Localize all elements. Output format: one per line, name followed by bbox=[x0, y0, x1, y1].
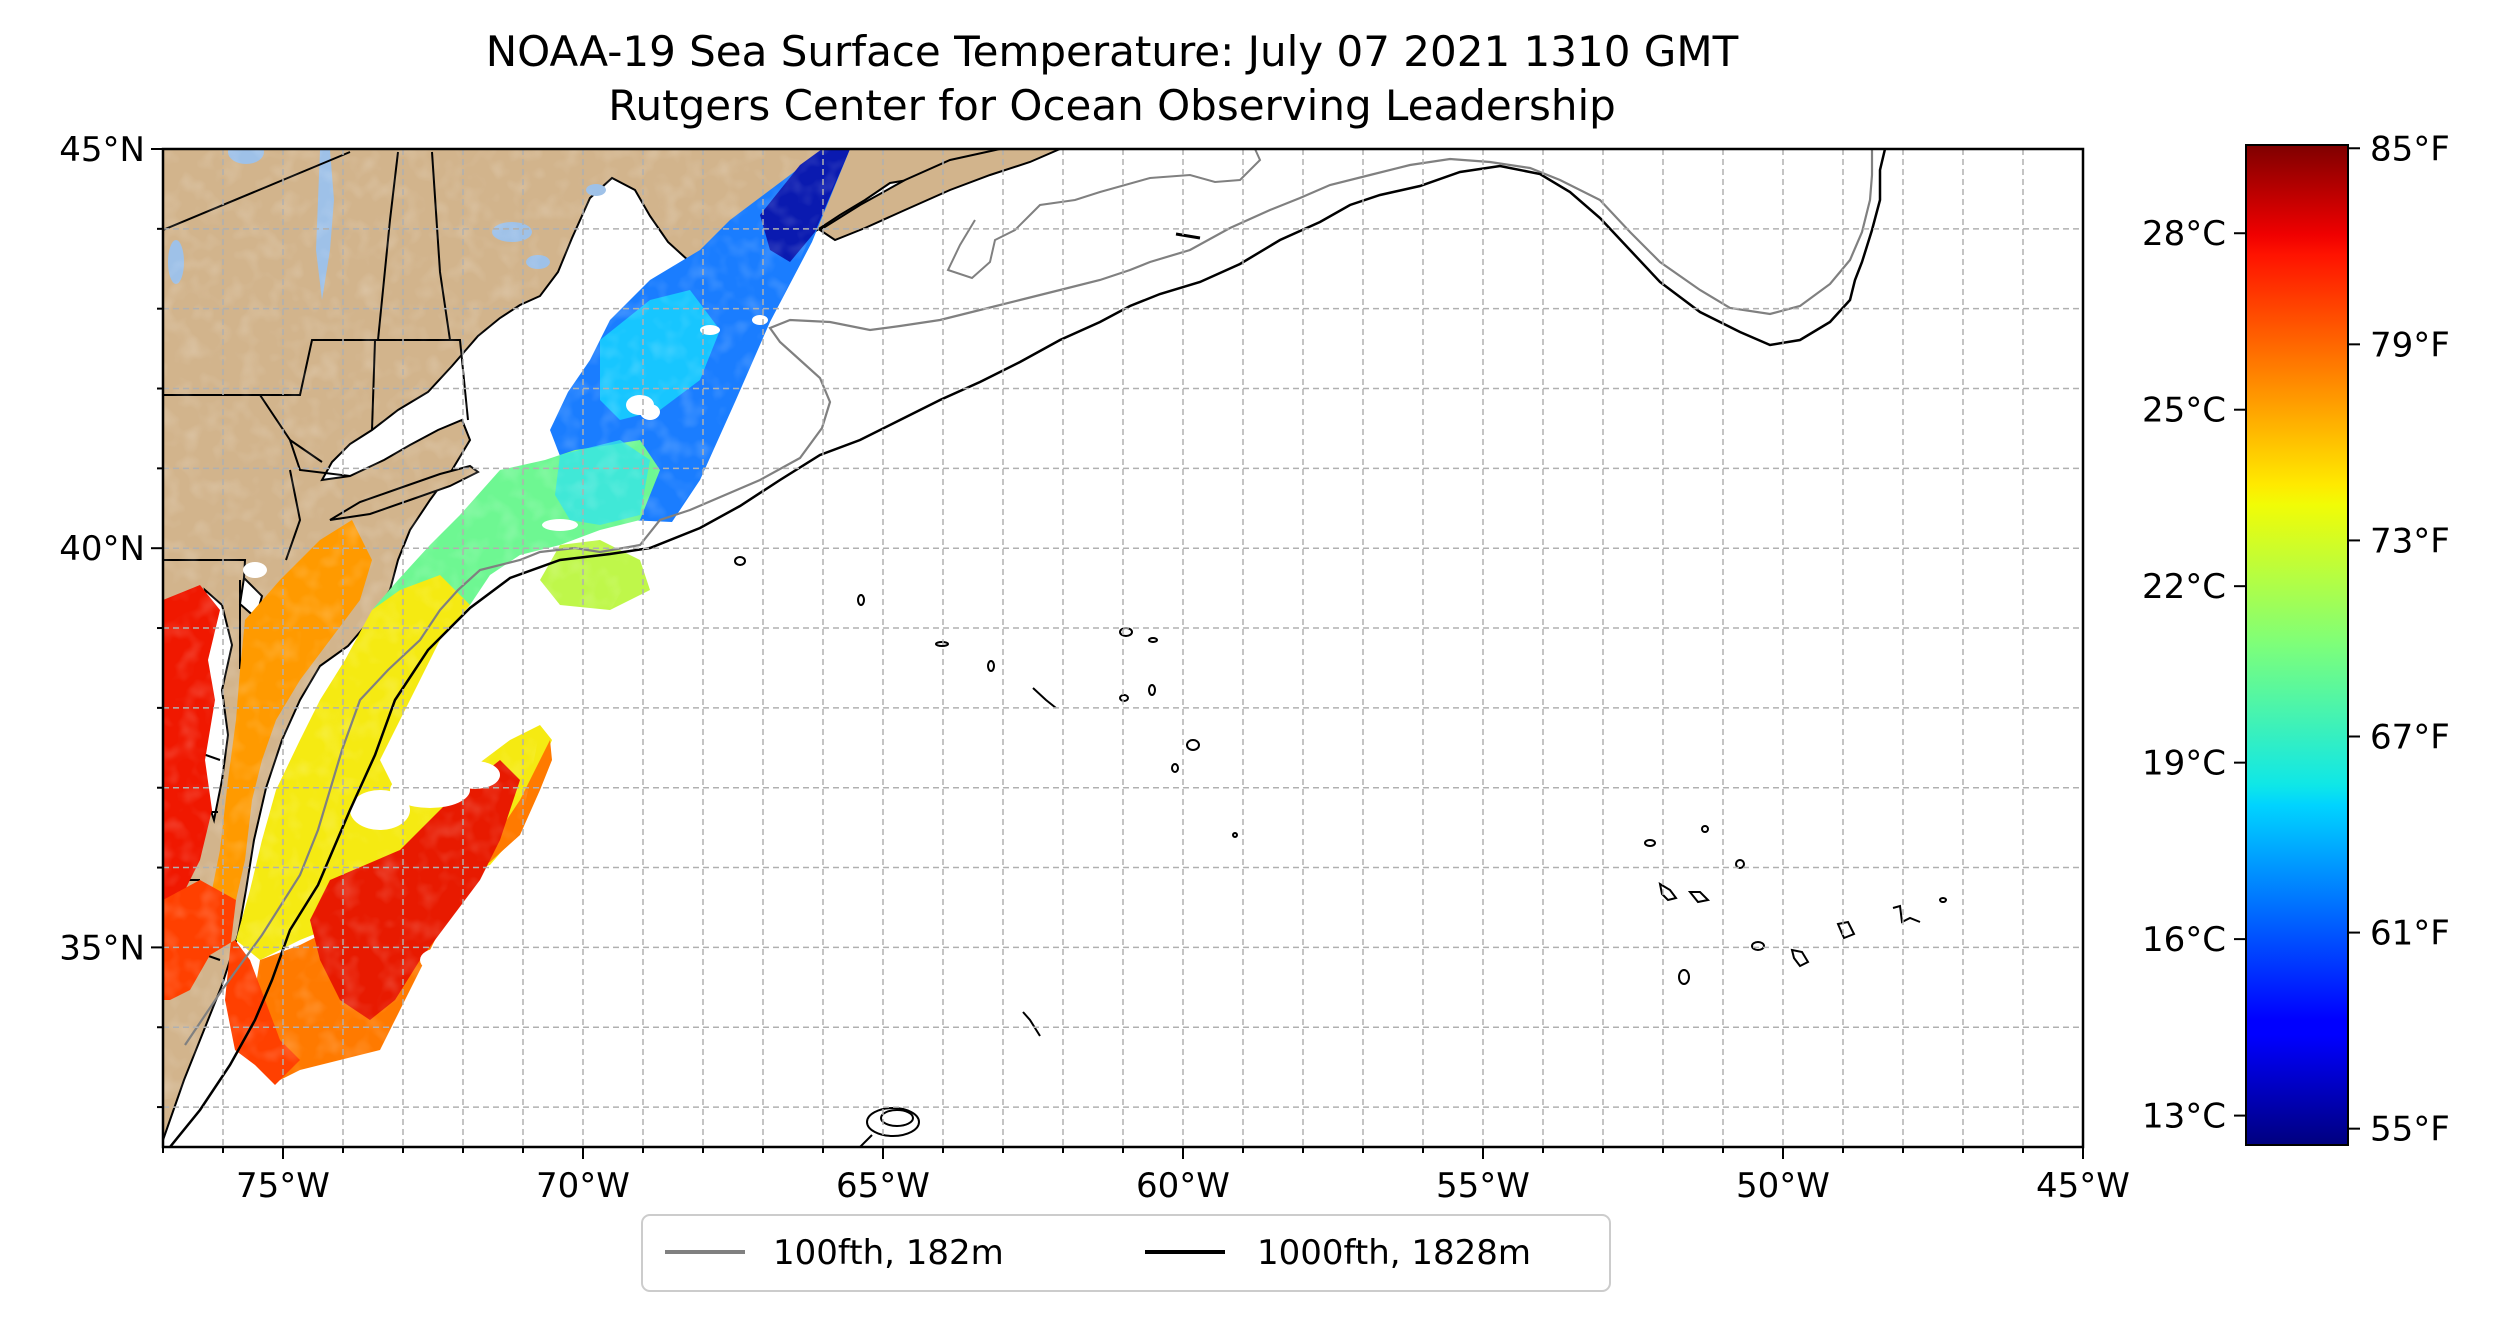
lat-tick-label: 35°N bbox=[59, 928, 145, 968]
lon-tick-label: 50°W bbox=[1736, 1166, 1830, 1206]
lon-tick-label: 55°W bbox=[1436, 1166, 1530, 1206]
isobath-100fth-gulf-of-maine bbox=[946, 149, 1262, 280]
colorbar-celsius-label: 25°C bbox=[2142, 391, 2226, 431]
colorbar-fahrenheit-label: 55°F bbox=[2370, 1110, 2450, 1150]
colorbar-celsius-label: 22°C bbox=[2142, 567, 2226, 607]
colorbar-celsius-label: 13°C bbox=[2142, 1097, 2226, 1137]
colorbar-fahrenheit-labels: 55°F 61°F 67°F 73°F 79°F 85°F bbox=[2370, 129, 2450, 1149]
lat-tick-label: 45°N bbox=[59, 130, 145, 170]
colorbar-fahrenheit-label: 67°F bbox=[2370, 718, 2450, 758]
lon-tick-label: 65°W bbox=[836, 1166, 930, 1206]
nova-scotia bbox=[818, 149, 1061, 242]
sable-island bbox=[1175, 232, 1201, 240]
chart-title-line1: NOAA-19 Sea Surface Temperature: July 07… bbox=[486, 27, 1739, 76]
colorbar-fahrenheit-label: 85°F bbox=[2370, 129, 2450, 169]
gridlines bbox=[163, 149, 2083, 1147]
lat-tick-labels: 35°N 40°N 45°N bbox=[59, 130, 145, 968]
legend: 100fth, 182m 1000fth, 1828m bbox=[641, 1214, 1611, 1292]
lat-tick-marks bbox=[151, 148, 163, 1109]
colorbar-celsius-ticks bbox=[2234, 232, 2246, 1117]
legend-label-1000fth: 1000fth, 1828m bbox=[1257, 1233, 1531, 1273]
colorbar-celsius-label: 28°C bbox=[2142, 214, 2226, 254]
legend-box bbox=[641, 1214, 1611, 1292]
colorbar-gradient bbox=[2245, 144, 2349, 1146]
lon-tick-label: 75°W bbox=[236, 1166, 330, 1206]
lat-tick-label: 40°N bbox=[59, 529, 145, 569]
colorbar-fahrenheit-label: 61°F bbox=[2370, 914, 2450, 954]
chart-title-line2: Rutgers Center for Ocean Observing Leade… bbox=[608, 81, 1616, 130]
colorbar-fahrenheit-label: 79°F bbox=[2370, 325, 2450, 365]
isobath-1000fth bbox=[169, 149, 1887, 1147]
lon-tick-labels: 75°W 70°W 65°W 60°W 55°W 50°W 45°W bbox=[236, 1166, 2130, 1206]
lon-tick-marks bbox=[162, 1147, 2084, 1159]
colorbar: 13°C 16°C 19°C 22°C 25°C 28°C 55°F 61°F 67°F 73°… bbox=[2142, 129, 2450, 1149]
lon-tick-label: 60°W bbox=[1136, 1166, 1230, 1206]
map-panel: 75°W 70°W 65°W 60°W 55°W 50°W 45°W 35°N 40°N 45°… bbox=[59, 130, 2130, 1206]
sst-texture bbox=[163, 149, 850, 1100]
colorbar-celsius-label: 19°C bbox=[2142, 744, 2226, 784]
legend-label-100fth: 100fth, 182m bbox=[773, 1233, 1004, 1273]
isobath-100fth bbox=[184, 149, 1874, 1046]
colorbar-celsius-labels: 13°C 16°C 19°C 22°C 25°C 28°C bbox=[2142, 214, 2226, 1136]
sst-swath bbox=[163, 149, 850, 1100]
lon-tick-label: 70°W bbox=[536, 1166, 630, 1206]
lon-tick-label: 45°W bbox=[2036, 1166, 2130, 1206]
colorbar-fahrenheit-label: 73°F bbox=[2370, 521, 2450, 561]
seamounts bbox=[734, 556, 1947, 1147]
colorbar-fahrenheit-ticks bbox=[2348, 147, 2360, 1130]
colorbar-celsius-label: 16°C bbox=[2142, 920, 2226, 960]
